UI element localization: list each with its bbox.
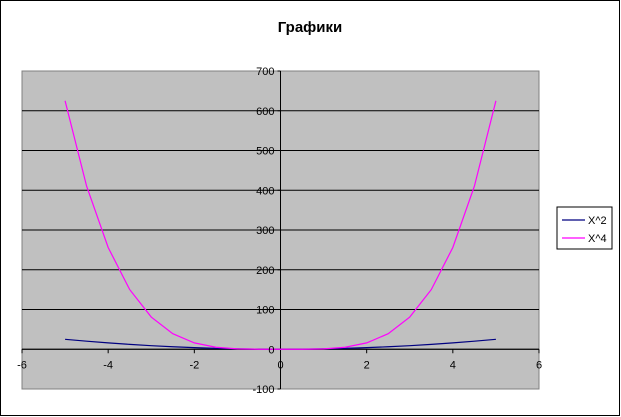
y-tick-label: 200 [256, 265, 274, 277]
legend-label-1: X^2 [588, 215, 607, 227]
chart-title: Графики [278, 19, 343, 36]
y-tick-label: 100 [256, 305, 274, 317]
legend-box [556, 206, 613, 250]
y-tick-label: 0 [268, 344, 274, 356]
x-tick-label: 4 [450, 359, 456, 371]
x-tick-label: -6 [17, 359, 27, 371]
x-tick-label: 2 [364, 359, 370, 371]
legend-label-2: X^4 [588, 233, 607, 245]
series-lines [64, 100, 497, 350]
x-tick-label: 6 [536, 359, 542, 371]
y-tick-label: 600 [256, 106, 274, 118]
x-tick-label: 0 [277, 359, 283, 371]
series-line-2 [64, 100, 497, 350]
x-tick-label: -4 [103, 359, 113, 371]
y-tick-label: 500 [256, 146, 274, 158]
y-tick-label: 300 [256, 225, 274, 237]
y-tick-label: -100 [252, 384, 274, 396]
y-tick-label: 400 [256, 185, 274, 197]
x-tick-label: -2 [189, 359, 199, 371]
y-tick-label: 700 [256, 66, 274, 78]
tick-labels: -100 0 100 200 300 400 500 600 700 -6 -4 -2 0 2 4 6 [17, 66, 542, 396]
legend: X^2 X^4 [556, 206, 613, 250]
